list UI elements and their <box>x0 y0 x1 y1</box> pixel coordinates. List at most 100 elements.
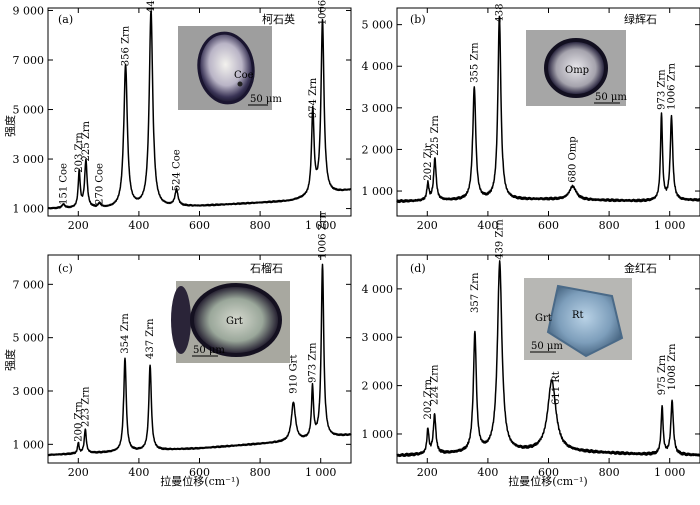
panel-label: (a) <box>58 13 73 26</box>
peak-label: 524 Coe <box>172 149 183 191</box>
inset-label-grt: Grt <box>535 313 552 324</box>
x-tick-label: 200 <box>68 466 89 479</box>
x-tick-label: 1 000 <box>305 466 337 479</box>
peak-label: 354 Zrn <box>120 313 131 354</box>
y-tick-label: 2 000 <box>362 380 394 393</box>
peak-label: 437 Zrn <box>145 318 156 359</box>
y-tick-label: 1 000 <box>362 428 394 441</box>
peak-label: 440 Zrn <box>146 0 157 13</box>
neighbor-grain <box>171 286 191 354</box>
y-tick-label: 3 000 <box>13 385 45 398</box>
peak-label: 611 Rt <box>551 371 562 405</box>
x-tick-label: 1 000 <box>654 219 686 232</box>
axis-ticks <box>397 255 700 463</box>
tick-labels: 200 400 600 800 1 000 1 000 2 000 3 000 4 000 <box>362 283 686 479</box>
peak-label: 202 Zir <box>423 143 434 180</box>
y-tick-label: 1 000 <box>362 185 394 198</box>
axis-ticks <box>48 255 351 463</box>
peak-label: 270 Coe <box>95 163 106 205</box>
inset-mineral-label: Grt <box>226 316 243 327</box>
peak-label: 680 Omp <box>568 136 579 182</box>
peak-label: 910 Grt <box>288 355 299 394</box>
scale-bar-label: 50 μm <box>250 94 282 105</box>
peak-label: 1006 Zrn <box>667 63 678 110</box>
x-tick-label: 1 000 <box>305 219 337 232</box>
micrograph-inset: Grt 50 μm <box>171 281 290 363</box>
panel-label: (d) <box>410 262 426 275</box>
spectrum-line <box>396 15 700 204</box>
y-axis-label: 强度 <box>3 115 17 137</box>
y-tick-label: 5 000 <box>13 104 45 117</box>
y-tick-label: 4 000 <box>362 60 394 73</box>
peak-label: 438 Zrn <box>494 0 505 23</box>
peak-label: 200 Zrn <box>73 401 84 442</box>
y-tick-label: 4 000 <box>362 283 394 296</box>
tick-labels: 200 400 600 800 1 000 1 000 2 000 3 000 4 000 5 0… <box>362 19 686 232</box>
y-tick-label: 3 000 <box>362 102 394 115</box>
x-tick-label: 600 <box>538 466 559 479</box>
scale-bar-label: 50 μm <box>531 341 563 352</box>
mineral-title: 石榴石 <box>250 261 283 275</box>
peak-label: 203 Zrn <box>74 132 85 173</box>
x-axis-label: 拉曼位移(cm⁻¹) <box>160 474 239 488</box>
zircon-grain <box>190 283 282 357</box>
peak-label: 224 Zrn <box>430 364 441 405</box>
x-tick-label: 800 <box>599 466 620 479</box>
peak-label: 1006 Zrn <box>318 0 329 25</box>
micrograph-inset: Coe 50 μm <box>178 26 282 110</box>
x-tick-label: 200 <box>417 466 438 479</box>
inset-mineral-label: Omp <box>565 65 589 76</box>
peak-label: 974 Zrn <box>308 77 319 118</box>
panel-label: (b) <box>410 13 426 26</box>
tick-labels: 200 400 600 800 1 000 1 000 3 000 5 000 7 000 9 0… <box>13 4 337 232</box>
mineral-title: 柯石英 <box>262 12 295 26</box>
x-tick-label: 200 <box>68 219 89 232</box>
y-tick-label: 9 000 <box>13 4 45 17</box>
x-tick-label: 400 <box>477 466 498 479</box>
inset-label-rt: Rt <box>572 310 584 321</box>
y-tick-label: 1 000 <box>13 438 45 451</box>
x-tick-label: 200 <box>417 219 438 232</box>
y-tick-label: 5 000 <box>13 332 45 345</box>
y-tick-label: 2 000 <box>362 143 394 156</box>
panel-label: (c) <box>58 262 73 275</box>
mineral-title: 金红石 <box>624 261 657 275</box>
y-tick-label: 7 000 <box>13 54 45 67</box>
peak-label: 975 Zrn <box>657 354 668 395</box>
x-tick-label: 400 <box>477 219 498 232</box>
peak-label: 223 Zrn <box>80 386 91 427</box>
zircon-grain <box>544 38 608 98</box>
panel-d-rutile: (d) 金红石 拉曼位移(cm⁻¹) 200 400 600 800 1 000 1 00… <box>362 219 700 488</box>
peak-label: 1006 Zrn <box>318 212 329 259</box>
mineral-title: 绿辉石 <box>624 12 657 26</box>
micrograph-inset: Omp 50 μm <box>526 30 627 106</box>
scale-bar-label: 50 μm <box>193 345 225 356</box>
peak-label: 355 Zrn <box>469 42 480 83</box>
spectrum-line <box>47 10 352 210</box>
spectrum-line <box>47 263 352 457</box>
panel-c-garnet: (c) 石榴石 强度 拉曼位移(cm⁻¹) 200 400 600 800 1 0001… <box>3 212 352 488</box>
x-tick-label: 400 <box>128 219 149 232</box>
peak-label: 225 Zrn <box>81 121 92 162</box>
y-tick-label: 3 000 <box>362 331 394 344</box>
peak-label: 1008 Zrn <box>667 343 678 390</box>
axis-ticks <box>48 8 351 216</box>
y-tick-label: 5 000 <box>362 19 394 32</box>
scale-bar-label: 50 μm <box>595 92 627 103</box>
spectrum-line <box>396 260 700 458</box>
x-tick-label: 400 <box>128 466 149 479</box>
rutile-grain <box>546 284 624 358</box>
x-tick-label: 600 <box>189 219 210 232</box>
inclusion-dot <box>237 81 243 87</box>
axis-ticks <box>397 8 700 216</box>
y-axis-label: 强度 <box>3 349 17 371</box>
y-tick-label: 7 000 <box>13 278 45 291</box>
peak-label: 973 Zrn <box>657 69 668 110</box>
peak-label: 151 Coe <box>59 163 70 205</box>
peak-label: 225 Zrn <box>430 115 441 156</box>
